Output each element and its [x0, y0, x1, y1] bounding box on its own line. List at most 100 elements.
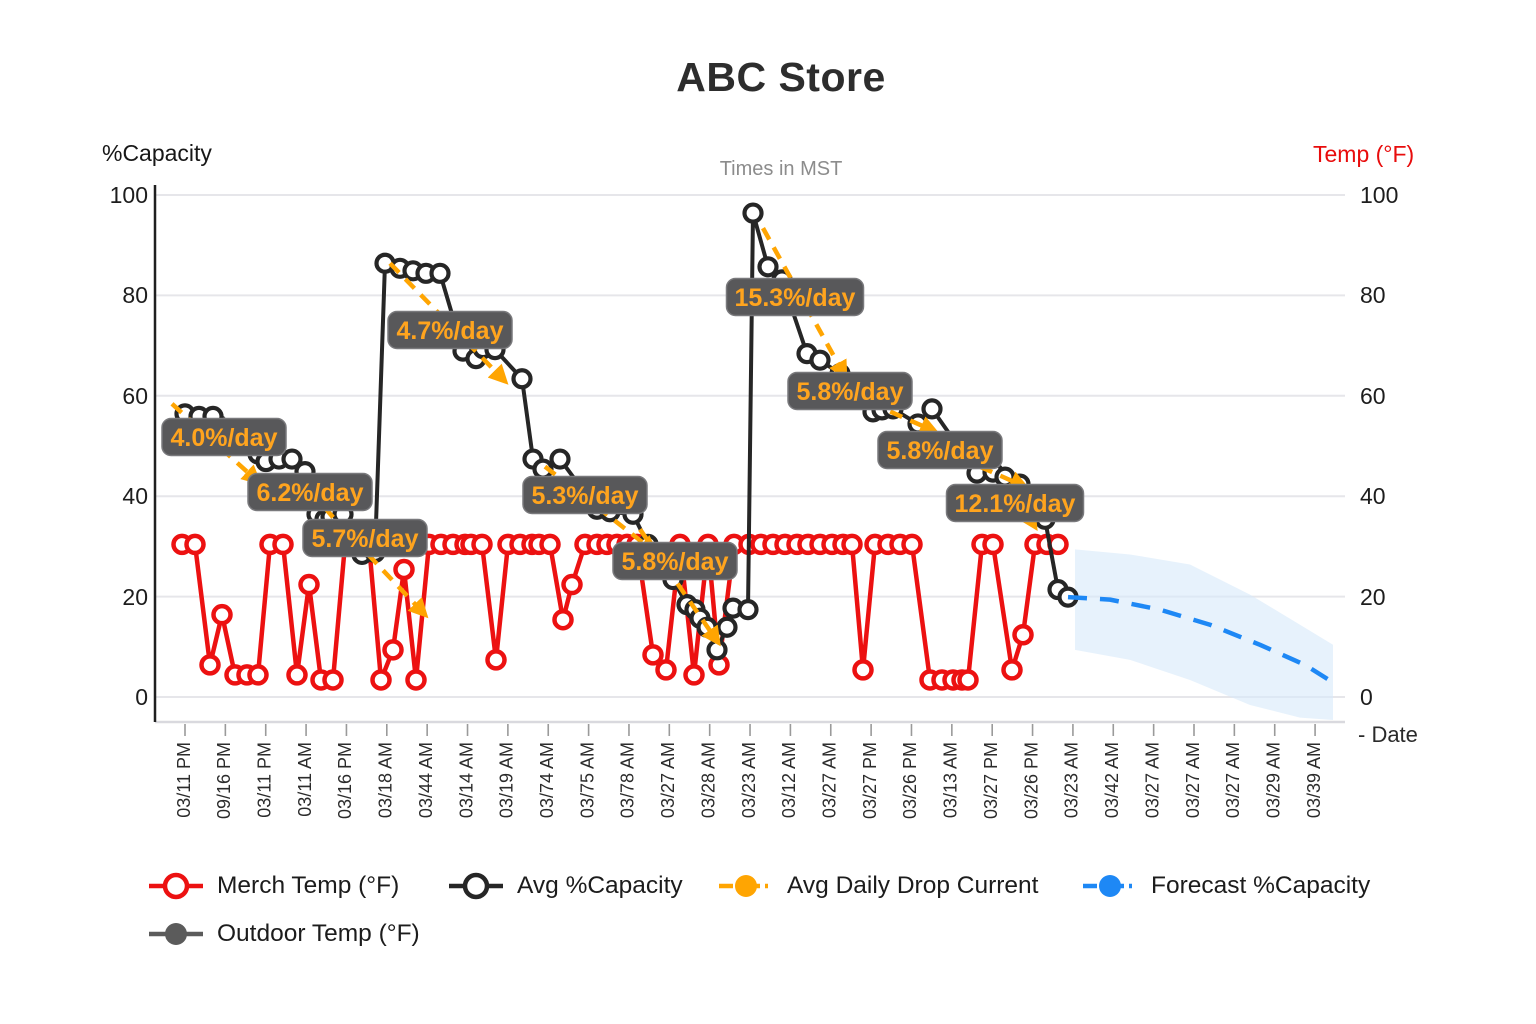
- legend-swatch-icon: [149, 872, 203, 900]
- legend-label: Merch Temp (°F): [217, 872, 400, 899]
- annotation-5.8%/day: 5.8%/day: [612, 541, 738, 581]
- legend-item-merchtempf[interactable]: Merch Temp (°F): [148, 866, 399, 906]
- x-tick-label: 03/23 AM: [1062, 742, 1082, 818]
- y-tick-label-left: 20: [122, 583, 148, 610]
- data-point: [286, 664, 308, 686]
- x-tick-label: 03/13 AM: [941, 742, 961, 818]
- legend-swatch-icon: [1083, 875, 1137, 897]
- x-tick-label: 03/11 AM: [295, 742, 315, 817]
- legend-swatch-icon: [149, 923, 203, 945]
- x-tick-label: 03/26 PM: [1021, 742, 1041, 819]
- legend-item-forecast%capacity[interactable]: Forecast %Capacity: [1082, 866, 1370, 906]
- data-point: [471, 533, 493, 556]
- legend-label: Forecast %Capacity: [1151, 872, 1371, 899]
- data-point: [706, 639, 728, 661]
- data-point: [809, 349, 831, 371]
- left-axis-title: %Capacity: [102, 140, 212, 166]
- x-tick-label: 03/27 AM: [1223, 742, 1243, 818]
- data-point: [552, 608, 574, 631]
- data-point: [561, 573, 583, 596]
- annotation-box: [877, 430, 1003, 470]
- legend-item-outdoortempf[interactable]: Outdoor Temp (°F): [148, 914, 420, 954]
- y-tick-label-right: 60: [1360, 382, 1386, 409]
- x-tick-label: 03/23 AM: [739, 742, 759, 818]
- annotation-label: 5.3%/day: [531, 482, 638, 510]
- data-point: [901, 533, 923, 556]
- x-tick-label: 03/26 PM: [900, 742, 920, 819]
- annotation-label: 5.8%/day: [886, 437, 993, 465]
- data-point: [199, 654, 221, 676]
- annotation-15.3%/day: 15.3%/day: [725, 277, 865, 317]
- data-point: [393, 558, 415, 581]
- x-tick-label: 03/18 AM: [376, 742, 396, 818]
- avg-daily-drop-trend: [849, 391, 940, 435]
- legend-item-avg%capacity[interactable]: Avg %Capacity: [448, 866, 683, 906]
- series-line-forecast%capacity: [1067, 594, 1335, 685]
- annotation-label: 15.3%/day: [735, 284, 856, 312]
- legend-item-avgdailydropcurrent[interactable]: Avg Daily Drop Current: [718, 866, 1038, 906]
- x-axis-title: - Date: [1358, 722, 1418, 747]
- x-tick-label: 03/27 PM: [981, 742, 1001, 819]
- annotation-box: [945, 483, 1085, 523]
- chart-title: ABC Store: [676, 54, 886, 100]
- x-tick-label: 03/27 AM: [1183, 742, 1203, 818]
- avg-daily-drop-trend: [366, 552, 429, 619]
- annotation-box: [387, 310, 513, 350]
- x-tick-label: 03/29 AM: [1263, 742, 1283, 818]
- annotation-box: [302, 518, 428, 558]
- x-tick-label: 03/75 AM: [577, 742, 597, 818]
- annotation-box: [161, 417, 287, 457]
- data-point: [757, 256, 779, 278]
- data-point: [281, 448, 303, 470]
- data-point: [841, 533, 863, 556]
- data-point: [957, 669, 979, 691]
- annotation-box: [612, 541, 738, 581]
- data-point: [549, 448, 571, 470]
- data-point: [1001, 659, 1023, 681]
- y-tick-label-left: 40: [122, 483, 148, 510]
- data-point: [298, 573, 320, 596]
- data-point: [322, 669, 344, 691]
- data-point: [742, 202, 764, 224]
- x-tick-label: 03/44 AM: [416, 742, 436, 818]
- x-tick-label: 03/78 AM: [618, 742, 638, 818]
- annotation-label: 6.2%/day: [256, 479, 363, 507]
- y-tick-label-left: 80: [122, 282, 148, 309]
- annotation-4.7%/day: 4.7%/day: [387, 310, 513, 350]
- data-point: [405, 669, 427, 691]
- annotation-label: 5.7%/day: [311, 525, 418, 553]
- chart-subtitle: Times in MST: [719, 158, 843, 180]
- y-tick-label-left: 0: [135, 684, 148, 710]
- avg-daily-drop-trend: [388, 261, 509, 385]
- data-point: [1012, 624, 1034, 646]
- annotation-label: 5.8%/day: [796, 378, 903, 406]
- annotation-box: [787, 371, 913, 411]
- annotation-12.1%/day: 12.1%/day: [945, 483, 1085, 523]
- annotation-box: [725, 277, 865, 317]
- y-tick-label-right: 100: [1360, 182, 1399, 208]
- annotation-5.8%/day: 5.8%/day: [787, 371, 913, 411]
- annotation-label: 5.8%/day: [621, 548, 728, 576]
- avg-daily-drop-trend: [170, 402, 262, 485]
- y-tick-label-right: 80: [1360, 282, 1386, 309]
- data-point: [982, 533, 1004, 556]
- data-point: [921, 398, 943, 420]
- forecast-confidence-band: [1075, 549, 1333, 720]
- data-point: [429, 262, 451, 284]
- y-tick-label-right: 40: [1360, 483, 1386, 510]
- data-point: [716, 616, 738, 638]
- x-tick-label: 03/11 PM: [254, 742, 274, 818]
- legend-label: Avg Daily Drop Current: [787, 872, 1039, 899]
- x-tick-label: 03/19 AM: [497, 742, 517, 818]
- data-point: [184, 533, 206, 556]
- legend-swatch-icon: [449, 872, 503, 900]
- y-tick-label-left: 60: [122, 382, 148, 409]
- x-tick-label: 03/74 AM: [537, 742, 557, 818]
- x-tick-label: 03/27 AM: [820, 742, 840, 818]
- data-point: [485, 649, 507, 671]
- avg-daily-drop-trend: [761, 227, 848, 381]
- legend-swatch-icon: [719, 875, 773, 897]
- x-tick-label: 03/27 PM: [860, 742, 880, 819]
